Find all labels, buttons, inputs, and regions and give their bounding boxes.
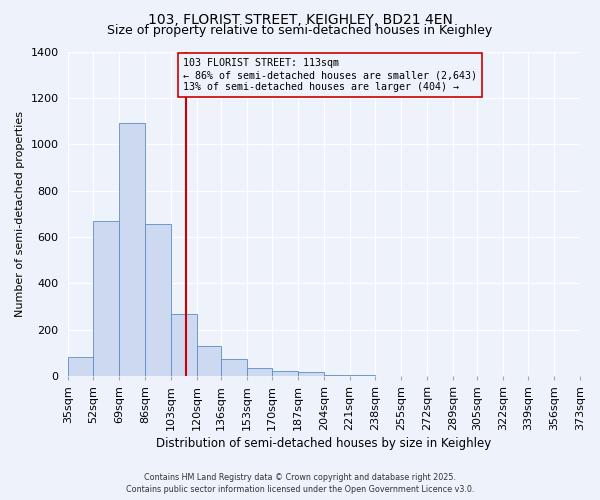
Bar xyxy=(221,358,247,376)
Bar xyxy=(68,358,94,376)
Text: Contains HM Land Registry data © Crown copyright and database right 2025.
Contai: Contains HM Land Registry data © Crown c… xyxy=(126,472,474,494)
Bar xyxy=(197,346,221,376)
Text: Size of property relative to semi-detached houses in Keighley: Size of property relative to semi-detach… xyxy=(107,24,493,37)
Bar xyxy=(324,374,350,376)
Text: 103 FLORIST STREET: 113sqm
← 86% of semi-detached houses are smaller (2,643)
13%: 103 FLORIST STREET: 113sqm ← 86% of semi… xyxy=(183,58,477,92)
Bar xyxy=(247,368,272,376)
Bar xyxy=(94,220,119,376)
Bar xyxy=(119,124,145,376)
Bar xyxy=(145,224,171,376)
X-axis label: Distribution of semi-detached houses by size in Keighley: Distribution of semi-detached houses by … xyxy=(156,437,491,450)
Bar xyxy=(171,314,197,376)
Bar xyxy=(298,372,324,376)
Bar xyxy=(272,372,298,376)
Y-axis label: Number of semi-detached properties: Number of semi-detached properties xyxy=(15,110,25,316)
Text: 103, FLORIST STREET, KEIGHLEY, BD21 4EN: 103, FLORIST STREET, KEIGHLEY, BD21 4EN xyxy=(148,12,452,26)
